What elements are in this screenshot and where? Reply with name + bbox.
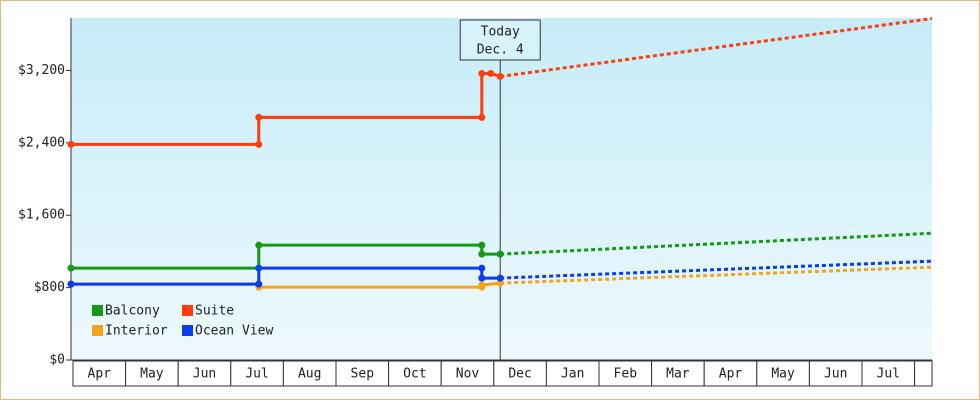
x-tick-label: Sep xyxy=(351,367,375,382)
data-point xyxy=(478,274,486,282)
y-tick-label: $2,400 xyxy=(18,135,65,150)
x-tick-label: Apr xyxy=(88,367,112,382)
x-tick-label: Apr xyxy=(719,367,743,382)
x-category-cell xyxy=(808,360,863,387)
data-point xyxy=(255,264,263,272)
forecast-line xyxy=(500,231,933,256)
x-tick-label: Jan xyxy=(561,367,584,382)
data-point xyxy=(67,140,75,148)
y-tick-label: $0 xyxy=(49,353,65,368)
legend-label: Suite xyxy=(195,304,234,319)
x-tick-label: May xyxy=(140,367,164,382)
forecast-line xyxy=(500,17,933,78)
x-tick-label: Oct xyxy=(403,367,426,382)
legend-label: Interior xyxy=(105,324,168,339)
x-category-cell xyxy=(545,360,600,387)
legend-swatch xyxy=(92,305,103,316)
forecast-line xyxy=(500,265,933,285)
data-point xyxy=(478,69,486,77)
x-tick-label: Jul xyxy=(877,367,900,382)
data-point xyxy=(478,250,486,258)
x-category-cell xyxy=(177,360,232,387)
x-category-cell xyxy=(72,360,127,387)
data-point xyxy=(478,281,486,289)
x-tick-label: Dec xyxy=(508,367,531,382)
x-category-cell xyxy=(914,360,933,387)
x-tick-label: Jul xyxy=(245,367,268,382)
legend-swatch xyxy=(182,325,193,336)
data-point xyxy=(478,264,486,272)
data-point xyxy=(255,113,263,121)
data-point xyxy=(255,280,263,288)
data-point xyxy=(255,140,263,148)
x-category-cell xyxy=(651,360,705,387)
x-category-cell xyxy=(282,360,337,387)
legend-label: Ocean View xyxy=(195,324,273,339)
x-tick-label: May xyxy=(771,367,795,382)
x-category-cell xyxy=(440,360,495,387)
x-category-cell xyxy=(335,360,390,387)
y-tick-label: $3,200 xyxy=(18,63,65,78)
x-category-cell xyxy=(125,360,179,387)
today-label: Today xyxy=(481,25,520,40)
legend-swatch xyxy=(92,325,103,336)
today-label: Dec. 4 xyxy=(477,43,524,58)
x-tick-label: Aug xyxy=(298,367,321,382)
forecast-line xyxy=(500,259,933,280)
legend-swatch xyxy=(182,305,193,316)
today-box xyxy=(459,19,541,61)
y-tick-label: $1,600 xyxy=(18,208,65,223)
data-point xyxy=(255,241,263,249)
data-point xyxy=(478,113,486,121)
x-category-cell xyxy=(230,360,284,387)
data-point xyxy=(487,69,495,77)
x-tick-label: Feb xyxy=(614,367,638,382)
data-point xyxy=(478,241,486,249)
y-tick-label: $800 xyxy=(34,280,65,295)
x-tick-label: Jun xyxy=(824,367,847,382)
x-tick-label: Mar xyxy=(666,367,690,382)
x-category-cell xyxy=(388,360,442,387)
x-category-cell xyxy=(861,360,916,387)
x-category-cell xyxy=(703,360,758,387)
data-point xyxy=(67,280,75,288)
data-point xyxy=(67,264,75,272)
legend-label: Balcony xyxy=(105,304,160,319)
x-category-cell xyxy=(756,360,810,387)
x-tick-label: Nov xyxy=(456,367,480,382)
x-category-cell xyxy=(493,360,547,387)
x-tick-label: Jun xyxy=(193,367,216,382)
